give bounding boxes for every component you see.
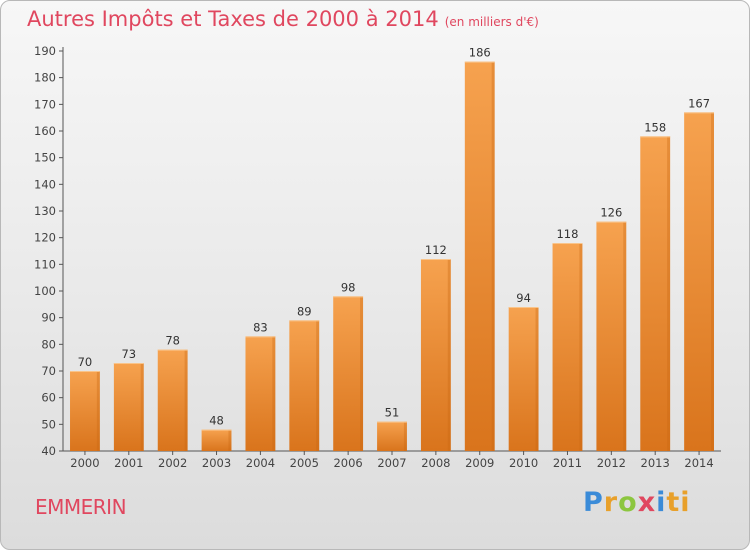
bar-value-label: 94 — [516, 291, 531, 305]
proxiti-logo[interactable]: Proxiti — [583, 487, 691, 518]
y-tick-label: 150 — [34, 151, 56, 165]
bar-shade — [184, 349, 188, 451]
x-tick-label: 2011 — [553, 456, 582, 470]
bar-value-label: 51 — [385, 406, 400, 420]
bar — [245, 336, 276, 451]
x-tick-label: 2005 — [290, 456, 319, 470]
x-tick-label: 2000 — [70, 456, 99, 470]
x-tick-label: 2009 — [465, 456, 494, 470]
y-tick-label: 40 — [41, 444, 56, 458]
bar-value-label: 48 — [209, 414, 224, 428]
bar-shade — [710, 112, 714, 451]
logo-letter: o — [618, 487, 638, 518]
bar-shade — [96, 371, 100, 451]
bar-value-label: 89 — [297, 304, 312, 318]
x-tick-label: 2012 — [597, 456, 626, 470]
logo-letter: r — [603, 487, 619, 518]
y-tick-label: 90 — [41, 311, 56, 325]
bar-value-label: 83 — [253, 320, 268, 334]
x-tick-label: 2006 — [333, 456, 362, 470]
bar — [201, 429, 232, 451]
bar — [333, 296, 364, 451]
logo-letter: P — [583, 487, 604, 518]
bar-value-label: 112 — [425, 243, 447, 257]
bar — [289, 320, 320, 451]
bar-shade — [623, 221, 627, 451]
bar — [508, 307, 539, 451]
bar-value-label: 70 — [78, 355, 93, 369]
bar-value-label: 118 — [556, 227, 578, 241]
bar-shade — [140, 363, 144, 451]
bar-shade — [403, 421, 407, 451]
bar — [684, 112, 714, 451]
y-tick-label: 190 — [34, 44, 56, 58]
bar-shade — [447, 259, 451, 451]
chart-title: Autres Impôts et Taxes de 2000 à 2014 (en… — [27, 7, 539, 31]
bar-shade — [579, 243, 583, 451]
y-tick-label: 60 — [41, 391, 56, 405]
x-tick-label: 2004 — [246, 456, 275, 470]
bar-shade — [360, 296, 364, 451]
y-tick-label: 160 — [34, 124, 56, 138]
bar-value-label: 167 — [688, 96, 710, 110]
x-tick-label: 2014 — [684, 456, 713, 470]
bar — [377, 421, 407, 451]
y-tick-label: 80 — [41, 337, 56, 351]
y-tick-label: 100 — [34, 284, 56, 298]
bar-shade — [667, 136, 671, 452]
bar — [113, 363, 144, 451]
logo-letter: x — [637, 487, 657, 518]
logo-letter: ti — [666, 487, 691, 518]
bar — [640, 136, 671, 452]
y-tick-label: 130 — [34, 204, 56, 218]
bar-shade — [316, 320, 320, 451]
y-tick-label: 50 — [41, 417, 56, 431]
bar — [596, 221, 627, 451]
commune-name: EMMERIN — [35, 495, 127, 519]
y-tick-label: 70 — [41, 364, 56, 378]
x-tick-label: 2008 — [421, 456, 450, 470]
y-tick-label: 140 — [34, 177, 56, 191]
chart-axes: 40 50 60 70 80 90 100 110 120 130 140 150 160 170 180 1… — [34, 44, 721, 470]
bar-value-label: 126 — [600, 206, 622, 220]
x-tick-label: 2013 — [641, 456, 670, 470]
x-tick-label: 2003 — [202, 456, 231, 470]
bar — [157, 349, 188, 451]
bar — [420, 259, 451, 451]
logo-letter: i — [656, 487, 667, 518]
bar-shade — [491, 61, 495, 452]
x-tick-label: 2002 — [158, 456, 187, 470]
x-tick-label: 2010 — [509, 456, 538, 470]
bar — [70, 371, 100, 451]
chart-subtitle: (en milliers d'€) — [444, 15, 539, 29]
bar-shade — [228, 429, 232, 451]
bar-value-label: 186 — [469, 46, 491, 60]
y-tick-label: 110 — [34, 257, 56, 271]
bar-value-label: 73 — [121, 347, 136, 361]
bar-value-label: 98 — [341, 280, 356, 294]
chart-bars — [70, 61, 714, 452]
bar-value-label: 78 — [165, 334, 180, 348]
x-tick-label: 2001 — [114, 456, 143, 470]
x-tick-label: 2007 — [377, 456, 406, 470]
bar — [464, 61, 495, 452]
chart-labels: 70 73 78 48 83 89 98 51 112 186 94 118 126 158 167 — [78, 46, 710, 428]
y-tick-label: 180 — [34, 71, 56, 85]
bar-shade — [535, 307, 539, 451]
y-tick-label: 170 — [34, 97, 56, 111]
bar-shade — [272, 336, 276, 451]
y-tick-label: 120 — [34, 231, 56, 245]
bar — [552, 243, 583, 451]
chart-title-text: Autres Impôts et Taxes de 2000 à 2014 — [27, 7, 439, 31]
bar-value-label: 158 — [644, 120, 666, 134]
